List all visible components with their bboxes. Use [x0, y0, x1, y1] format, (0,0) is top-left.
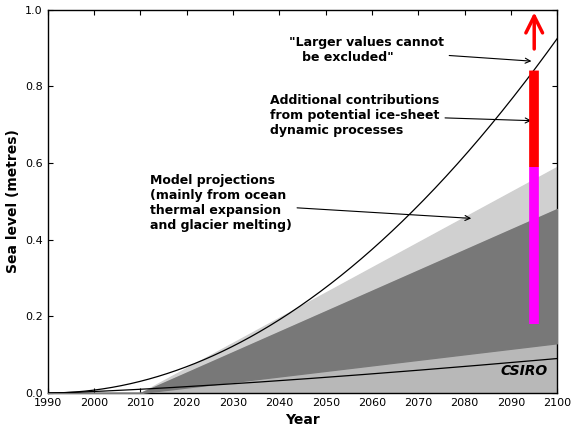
Text: Additional contributions
from potential ice-sheet
dynamic processes: Additional contributions from potential …	[270, 94, 530, 136]
Text: "Larger values cannot
   be excluded": "Larger values cannot be excluded"	[288, 36, 530, 64]
X-axis label: Year: Year	[285, 414, 320, 427]
Y-axis label: Sea level (metres): Sea level (metres)	[6, 129, 20, 273]
Text: Model projections
(mainly from ocean
thermal expansion
and glacier melting): Model projections (mainly from ocean the…	[149, 174, 470, 232]
Text: CSIRO: CSIRO	[501, 364, 548, 378]
